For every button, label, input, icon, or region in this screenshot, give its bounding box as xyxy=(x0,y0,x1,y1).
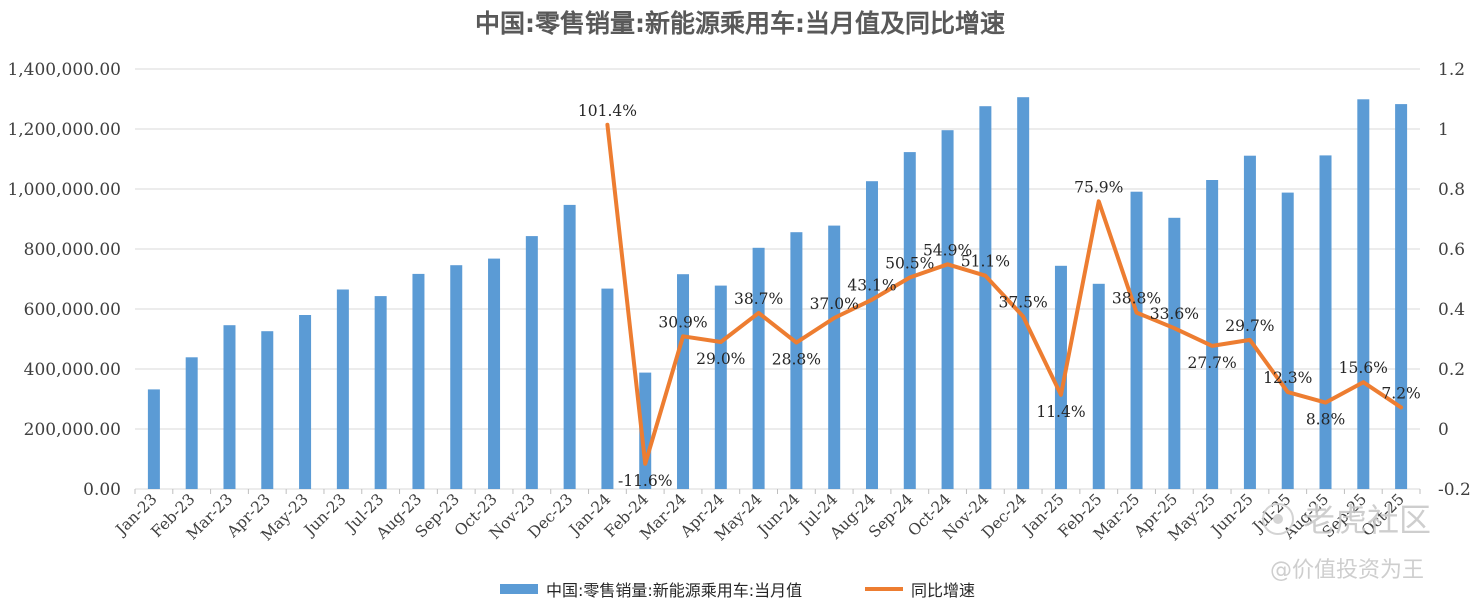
y-left-tick-label: 0.00 xyxy=(83,480,121,500)
data-label: 101.4% xyxy=(578,102,637,120)
watermark-logo-icon xyxy=(1262,503,1294,535)
data-label: 38.7% xyxy=(734,290,783,308)
bar xyxy=(185,357,198,489)
y-right-tick-label: 0.8 xyxy=(1438,180,1465,200)
bar xyxy=(828,225,841,489)
bar xyxy=(903,152,916,489)
data-label: 43.1% xyxy=(847,277,896,295)
watermark-logo-dot-icon xyxy=(1273,514,1283,524)
y-left-tick-label: 1,400,000.00 xyxy=(7,60,121,80)
data-label: 11.4% xyxy=(1036,403,1085,421)
y-right-tick-label: 1 xyxy=(1438,120,1449,140)
y-left-tick-label: 1,200,000.00 xyxy=(7,120,121,140)
gridlines xyxy=(135,68,1420,490)
bar xyxy=(525,236,538,489)
y-right-tick-label: -0.2 xyxy=(1438,480,1471,500)
data-label: 33.6% xyxy=(1150,305,1199,323)
bar xyxy=(714,285,727,489)
y-right-tick-label: 1.2 xyxy=(1438,60,1465,80)
data-label: 15.6% xyxy=(1339,359,1388,377)
line-series xyxy=(605,122,1404,466)
data-label: 28.8% xyxy=(772,351,821,369)
y-left-tick-label: 600,000.00 xyxy=(24,300,121,320)
bar xyxy=(1319,155,1332,489)
data-label: 51.1% xyxy=(961,253,1010,271)
bar xyxy=(412,273,425,489)
bar xyxy=(1092,283,1105,489)
bar xyxy=(865,181,878,489)
line-data-labels: 101.4% -11.6% 30.9% 29.0% 38.7% 28.8% 37.0%43.… xyxy=(578,102,1421,490)
data-label: 37.0% xyxy=(810,295,859,313)
watermark-text-1: 老虎社区 xyxy=(1303,501,1431,539)
data-label: 27.7% xyxy=(1188,354,1237,372)
right-axis-ticks: -0.2 0 0.2 0.4 0.6 0.8 1 1.2 xyxy=(1438,60,1471,500)
bar-series xyxy=(147,97,1408,490)
bar xyxy=(941,130,954,489)
y-right-tick-label: 0.4 xyxy=(1438,300,1465,320)
bar xyxy=(336,289,349,489)
bar xyxy=(1281,192,1294,489)
y-right-tick-label: 0.6 xyxy=(1438,240,1465,260)
legend-label-line: 同比增速 xyxy=(911,581,975,600)
bar xyxy=(1017,97,1030,489)
bar xyxy=(979,106,992,489)
watermark: 老虎社区 @价值投资为王 xyxy=(1262,501,1431,583)
bar xyxy=(1054,265,1067,489)
bar xyxy=(677,274,690,489)
bar xyxy=(1168,217,1181,490)
legend-label-bars: 中国:零售销量:新能源乘用车:当月值 xyxy=(546,581,802,600)
bar xyxy=(223,325,236,489)
bar xyxy=(488,258,501,489)
x-tick-label: Jun-23 xyxy=(299,490,349,540)
y-left-tick-label: 200,000.00 xyxy=(24,420,121,440)
x-tick-label: Jun-24 xyxy=(753,490,803,540)
bar xyxy=(1130,191,1143,489)
data-label: 29.0% xyxy=(696,350,745,368)
yoy-growth-line xyxy=(605,122,1404,466)
watermark-text-2: @价值投资为王 xyxy=(1270,558,1424,583)
data-label: 75.9% xyxy=(1074,178,1123,196)
bar xyxy=(374,296,387,489)
y-left-tick-label: 800,000.00 xyxy=(24,240,121,260)
data-label: 37.5% xyxy=(999,294,1048,312)
bar xyxy=(790,232,803,489)
data-label: 38.8% xyxy=(1112,290,1161,308)
data-label: 54.9% xyxy=(923,241,972,259)
bar xyxy=(147,389,160,489)
data-label: 29.7% xyxy=(1225,317,1274,335)
chart-title: 中国:零售销量:新能源乘用车:当月值及同比增速 xyxy=(475,9,1005,38)
y-right-tick-label: 0.2 xyxy=(1438,360,1465,380)
bar xyxy=(563,204,576,489)
bar xyxy=(261,331,274,489)
bar xyxy=(1206,180,1219,489)
legend-swatch-bars xyxy=(500,584,538,594)
bar xyxy=(450,265,463,489)
data-label: 7.2% xyxy=(1381,384,1420,402)
y-left-tick-label: 1,000,000.00 xyxy=(7,180,121,200)
data-label: -11.6% xyxy=(618,472,672,490)
bar xyxy=(1357,99,1370,490)
bar xyxy=(752,247,765,489)
bar xyxy=(1243,155,1256,489)
data-label: 8.8% xyxy=(1306,411,1345,429)
data-label: 12.3% xyxy=(1263,369,1312,387)
data-label: 30.9% xyxy=(658,313,707,331)
x-tick-label: Jun-25 xyxy=(1206,490,1256,540)
bar xyxy=(1395,104,1408,489)
y-left-tick-label: 400,000.00 xyxy=(24,360,121,380)
bar xyxy=(601,288,614,489)
left-axis-ticks: 0.00 200,000.00 400,000.00 600,000.00 800,00… xyxy=(7,60,121,500)
bar xyxy=(299,315,312,489)
y-right-tick-label: 0 xyxy=(1438,420,1449,440)
data-label: 50.5% xyxy=(885,255,934,273)
x-axis-ticks: Jan-23Feb-23Mar-23Apr-23May-23Jun-23Jul-… xyxy=(111,489,1421,544)
legend: 中国:零售销量:新能源乘用车:当月值 同比增速 xyxy=(500,581,975,600)
